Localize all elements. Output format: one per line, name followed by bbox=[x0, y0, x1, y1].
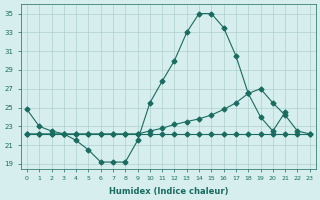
X-axis label: Humidex (Indice chaleur): Humidex (Indice chaleur) bbox=[108, 187, 228, 196]
